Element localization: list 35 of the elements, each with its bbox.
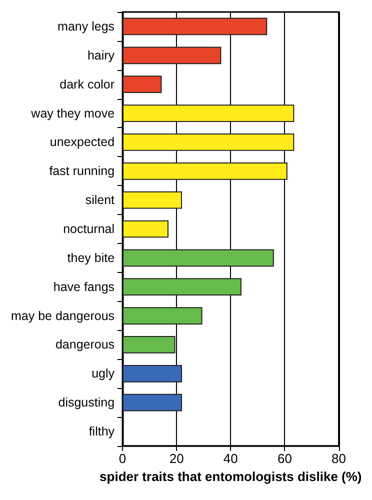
bar [122,364,182,382]
bar [122,307,202,324]
x-axis-title: spider traits that entomologists dislike (%) [100,469,362,484]
x-tick-label: 0 [118,451,126,466]
y-tick-label: many legs [58,19,115,34]
y-tick-label: nocturnal [63,222,115,236]
x-tick-label: 20 [169,451,184,466]
bar [122,220,168,238]
y-tick-label: filthy [88,424,116,439]
bar [122,76,162,94]
bar [122,18,268,36]
y-tick-label: way they move [30,106,115,120]
y-tick-label: dangerous [55,338,115,352]
y-tick-label: may be dangerous [10,308,115,323]
x-tick-label: 40 [223,451,238,466]
bar [122,336,176,354]
bar [122,46,222,64]
y-tick-label: have fangs [53,280,115,294]
y-tick-label: dark color [60,77,115,92]
bar [122,394,182,412]
bar [122,162,288,180]
y-tick-label: fast running [49,164,115,178]
bar [122,249,274,267]
bar [122,104,294,122]
y-tick-label: hairy [87,48,116,62]
bar [122,278,242,296]
x-tick-label: 60 [277,451,292,466]
y-tick-label: unexpected [50,135,115,150]
y-tick-label: ugly [92,366,116,381]
bar [122,191,182,209]
y-tick-label: they bite [67,250,115,265]
x-tick-label: 80 [332,451,346,466]
bar [122,134,294,151]
y-tick-label: silent [85,193,116,208]
y-tick-label: disgusting [58,396,115,410]
